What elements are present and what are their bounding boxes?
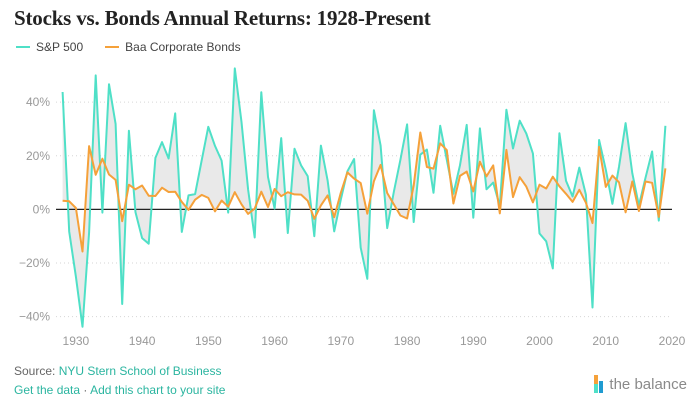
y-tick-label-2: 0% [33,202,51,216]
series-line-sp500 [61,67,667,328]
difference-area [62,68,666,327]
y-tick-label-3: 20% [26,149,50,163]
x-tick-label-6: 1990 [460,334,487,348]
y-tick-label-4: 40% [26,95,50,109]
chart-title: Stocks vs. Bonds Annual Returns: 1928-Pr… [14,6,431,30]
add-chart-link[interactable]: Add this chart to your site [90,383,226,397]
x-tick-label-5: 1980 [394,334,421,348]
get-data-link[interactable]: Get the data [14,383,81,397]
source-line: Source: NYU Stern School of Business [14,362,225,381]
x-tick-label-3: 1960 [261,334,288,348]
x-tick-label-9: 2020 [659,334,686,348]
legend-item-bonds[interactable]: Baa Corporate Bonds [105,40,241,54]
footer-separator: · [80,383,91,397]
source-link[interactable]: NYU Stern School of Business [58,364,222,378]
legend: S&P 500 Baa Corporate Bonds [16,40,263,54]
y-tick-label-1: −20% [19,256,50,270]
y-tick-label-0: −40% [19,310,50,324]
brand-icon [594,375,604,393]
legend-swatch-sp500 [16,46,30,48]
x-tick-label-8: 2010 [592,334,619,348]
x-tick-label-4: 1970 [327,334,354,348]
x-tick-label-1: 1940 [129,334,156,348]
x-tick-label-2: 1950 [195,334,222,348]
brand-name: the balance [609,375,687,393]
series-line-bonds [62,131,667,253]
legend-item-sp500[interactable]: S&P 500 [16,40,83,54]
legend-label-bonds: Baa Corporate Bonds [125,40,241,54]
x-tick-label-7: 2000 [526,334,553,348]
legend-swatch-bonds [105,46,120,48]
footer-links: Get the data · Add this chart to your si… [14,381,225,400]
footer: Source: NYU Stern School of Business Get… [14,362,225,400]
x-tick-label-0: 1930 [63,334,90,348]
legend-label-sp500: S&P 500 [36,40,84,54]
source-prefix: Source: [14,364,59,378]
brand-logo: the balance [594,375,687,393]
chart-plot: −40% −20% 0% 20% 40% 1930 1940 1950 1960 1970 1980… [19,67,686,348]
